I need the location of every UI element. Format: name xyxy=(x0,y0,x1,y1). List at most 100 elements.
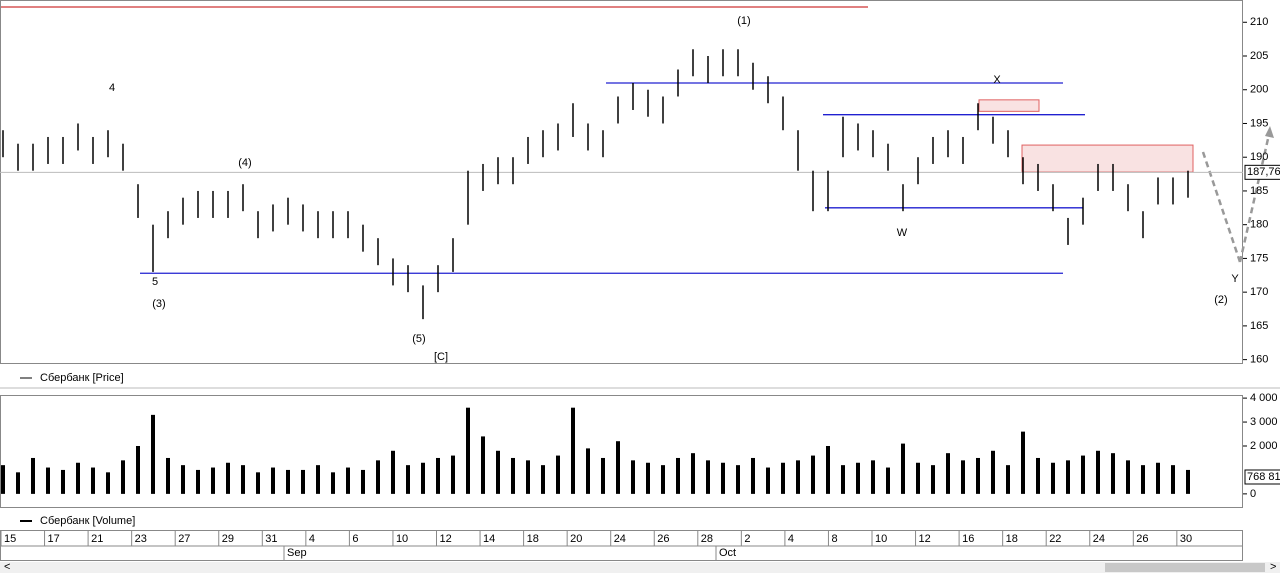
y-tick-label: 160 xyxy=(1250,354,1268,366)
y-tick-label: 165 xyxy=(1250,320,1268,332)
volume-bar xyxy=(1111,453,1115,494)
volume-bar xyxy=(91,467,95,494)
date-label: 10 xyxy=(875,533,887,545)
volume-bar xyxy=(406,465,410,494)
price-panel xyxy=(0,0,1243,364)
volume-bar xyxy=(256,472,260,494)
date-label: 23 xyxy=(135,533,147,545)
date-label: 24 xyxy=(614,533,626,545)
volume-bar xyxy=(1021,431,1025,494)
date-label: 4 xyxy=(788,533,794,545)
volume-bar xyxy=(1171,465,1175,494)
volume-bar xyxy=(721,462,725,494)
volume-tick-label: 3 000 xyxy=(1250,416,1278,428)
date-label: 14 xyxy=(483,533,495,545)
zone xyxy=(1021,144,1194,173)
volume-tick-label: 2 000 xyxy=(1250,440,1278,452)
volume-bar xyxy=(811,455,815,494)
arrow-head xyxy=(1265,126,1274,138)
volume-bar xyxy=(481,436,485,494)
volume-bar xyxy=(46,467,50,494)
last-price-box xyxy=(1244,164,1280,180)
volume-bar xyxy=(736,465,740,494)
wave-label: (2) xyxy=(1214,294,1227,306)
wave-label: W xyxy=(897,227,908,239)
date-label: 8 xyxy=(831,533,837,545)
volume-bar xyxy=(661,465,665,494)
volume-bar xyxy=(841,465,845,494)
volume-bar xyxy=(121,460,125,494)
volume-bar xyxy=(976,457,980,494)
date-label: 29 xyxy=(222,533,234,545)
date-label: 15 xyxy=(4,533,16,545)
wave-label: 5 xyxy=(152,276,158,288)
y-tick-label: 205 xyxy=(1250,50,1268,62)
volume-bar xyxy=(166,457,170,494)
date-label: 6 xyxy=(352,533,358,545)
date-label: 18 xyxy=(527,533,539,545)
volume-bar xyxy=(436,457,440,494)
volume-bar xyxy=(466,407,470,494)
volume-bar xyxy=(346,467,350,494)
volume-bar xyxy=(901,443,905,494)
volume-bar xyxy=(1156,462,1160,494)
volume-bar xyxy=(271,467,275,494)
volume-bar xyxy=(961,460,965,494)
volume-bar xyxy=(31,457,35,494)
volume-bar xyxy=(616,441,620,494)
volume-bar xyxy=(916,462,920,494)
date-label: 22 xyxy=(1049,533,1061,545)
volume-bar xyxy=(676,457,680,494)
volume-bar xyxy=(991,450,995,494)
volume-bar xyxy=(16,472,20,494)
date-label: 12 xyxy=(440,533,452,545)
volume-bar xyxy=(301,469,305,494)
volume-bar xyxy=(601,457,605,494)
volume-bar xyxy=(226,462,230,494)
date-label: 24 xyxy=(1093,533,1105,545)
volume-bar xyxy=(781,462,785,494)
volume-bar xyxy=(511,457,515,494)
date-label: 17 xyxy=(48,533,60,545)
date-label: 10 xyxy=(396,533,408,545)
volume-bar xyxy=(556,455,560,494)
y-tick-label: 175 xyxy=(1250,252,1268,264)
volume-bar xyxy=(361,469,365,494)
y-tick-label: 195 xyxy=(1250,117,1268,129)
volume-bar xyxy=(451,455,455,494)
date-label: 26 xyxy=(657,533,669,545)
volume-bar xyxy=(241,465,245,494)
month-label: Sep xyxy=(287,547,307,559)
wave-label: 4 xyxy=(109,82,115,94)
last-volume-label: 768 81 xyxy=(1247,471,1280,483)
date-label: 4 xyxy=(309,533,315,545)
scroll-thumb[interactable] xyxy=(1105,563,1265,572)
scrollbar[interactable] xyxy=(0,562,1280,573)
volume-bar xyxy=(1096,450,1100,494)
volume-bar xyxy=(1186,469,1190,494)
date-label: 30 xyxy=(1180,533,1192,545)
last-price-label: 187,76 xyxy=(1247,166,1280,178)
scroll-left[interactable]: < xyxy=(4,561,10,573)
volume-bar xyxy=(1,465,5,494)
wave-label: Y xyxy=(1231,273,1239,285)
scroll-right[interactable]: > xyxy=(1270,561,1276,573)
date-label: 28 xyxy=(701,533,713,545)
volume-bar xyxy=(1006,465,1010,494)
volume-bar xyxy=(1081,455,1085,494)
volume-bar xyxy=(526,460,530,494)
wave-label: (1) xyxy=(737,15,750,27)
volume-bar xyxy=(826,445,830,494)
y-tick-label: 170 xyxy=(1250,286,1268,298)
volume-bar xyxy=(331,472,335,494)
date-label: 16 xyxy=(962,533,974,545)
volume-panel xyxy=(0,395,1243,508)
volume-bar xyxy=(136,445,140,494)
date-label: 2 xyxy=(744,533,750,545)
volume-bar xyxy=(571,407,575,494)
volume-tick-label: 4 000 xyxy=(1250,392,1278,404)
y-tick-label: 185 xyxy=(1250,185,1268,197)
volume-bar xyxy=(1051,462,1055,494)
wave-label: (5) xyxy=(412,333,425,345)
